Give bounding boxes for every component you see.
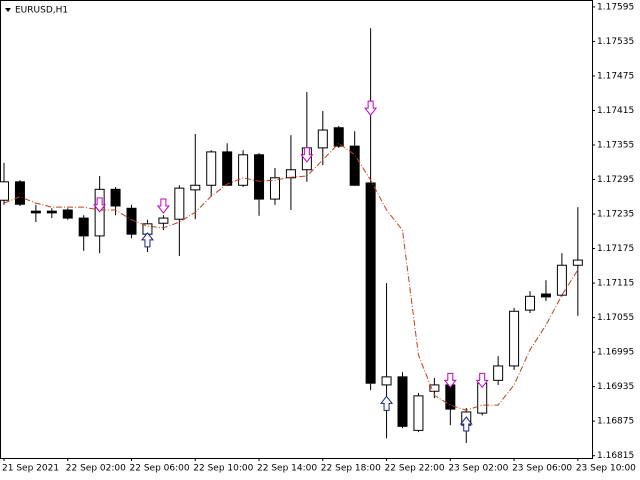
sell-arrow: [443, 372, 457, 389]
y-tick-label: 1.17295: [597, 175, 634, 185]
x-tick-label: 22 Sep 02:00: [66, 464, 126, 474]
candle-body: [0, 181, 9, 201]
candle-body: [397, 376, 408, 427]
plot-frame: [0, 0, 593, 459]
chart-title: EURUSD,H1: [15, 6, 68, 16]
candle-body: [509, 310, 520, 367]
menu-triangle: [5, 8, 11, 12]
y-tick-label: 1.17115: [597, 279, 634, 289]
candle-body: [30, 210, 41, 214]
sell-arrow: [364, 100, 378, 116]
y-tick-label: 1.16875: [597, 417, 634, 427]
candle-body: [445, 384, 456, 410]
y-tick-label: 1.17475: [597, 71, 634, 81]
y-tick-label: 1.17235: [597, 210, 634, 220]
x-tick-label: 22 Sep 10:00: [193, 464, 253, 474]
y-tick-label: 1.16815: [597, 451, 634, 461]
candle-body: [158, 217, 169, 224]
y-tick-label: 1.17175: [597, 244, 634, 254]
candle-body: [572, 259, 583, 266]
candle-body: [429, 384, 440, 392]
x-tick-label: 23 Sep 02:00: [448, 464, 508, 474]
x-tick-label: 22 Sep 06:00: [130, 464, 190, 474]
x-tick-label: 22 Sep 18:00: [321, 464, 381, 474]
candle-body: [317, 129, 328, 149]
candle-body: [285, 169, 296, 179]
candle-body: [493, 365, 504, 381]
candle-body: [110, 188, 121, 207]
x-tick-label: 23 Sep 06:00: [512, 464, 572, 474]
sell-arrow: [93, 197, 107, 213]
candle-body: [238, 154, 249, 186]
candle-body: [525, 295, 536, 311]
y-tick-label: 1.17595: [597, 2, 634, 12]
y-tick-label: 1.17355: [597, 140, 634, 150]
y-tick-label: 1.17535: [597, 37, 634, 47]
candle-body: [174, 187, 185, 220]
x-tick-label: 23 Sep 10:00: [576, 464, 636, 474]
sell-arrow: [300, 147, 314, 163]
candle-body: [333, 127, 344, 147]
indicator-line: [3, 142, 579, 411]
x-tick-label: 22 Sep 22:00: [385, 464, 445, 474]
candle-body: [206, 151, 217, 186]
candle-body: [269, 177, 280, 200]
buy-arrow: [140, 232, 154, 248]
candle-body: [365, 182, 376, 384]
candle-body: [254, 154, 265, 200]
candle-body: [381, 376, 392, 386]
candle-body: [222, 151, 233, 186]
buy-arrow: [380, 395, 394, 411]
y-tick-label: 1.16995: [597, 348, 634, 358]
candle-body: [126, 207, 137, 235]
candle-body: [190, 184, 201, 191]
x-tick-label: 22 Sep 14:00: [257, 464, 317, 474]
candle-body: [349, 145, 360, 186]
candle-body: [14, 181, 25, 205]
buy-arrow: [459, 416, 473, 432]
y-tick-label: 1.16935: [597, 382, 634, 392]
candle-body: [46, 210, 57, 214]
sell-arrow: [156, 198, 170, 214]
candle-body: [413, 395, 424, 431]
candle-body: [62, 209, 73, 219]
candle-body: [78, 217, 89, 237]
y-tick-label: 1.17055: [597, 313, 634, 323]
sell-arrow: [475, 372, 489, 389]
candle-body: [556, 264, 567, 296]
candle-body: [540, 293, 551, 298]
y-tick-label: 1.17415: [597, 106, 634, 116]
x-tick-label: 21 Sep 2021: [2, 464, 59, 474]
